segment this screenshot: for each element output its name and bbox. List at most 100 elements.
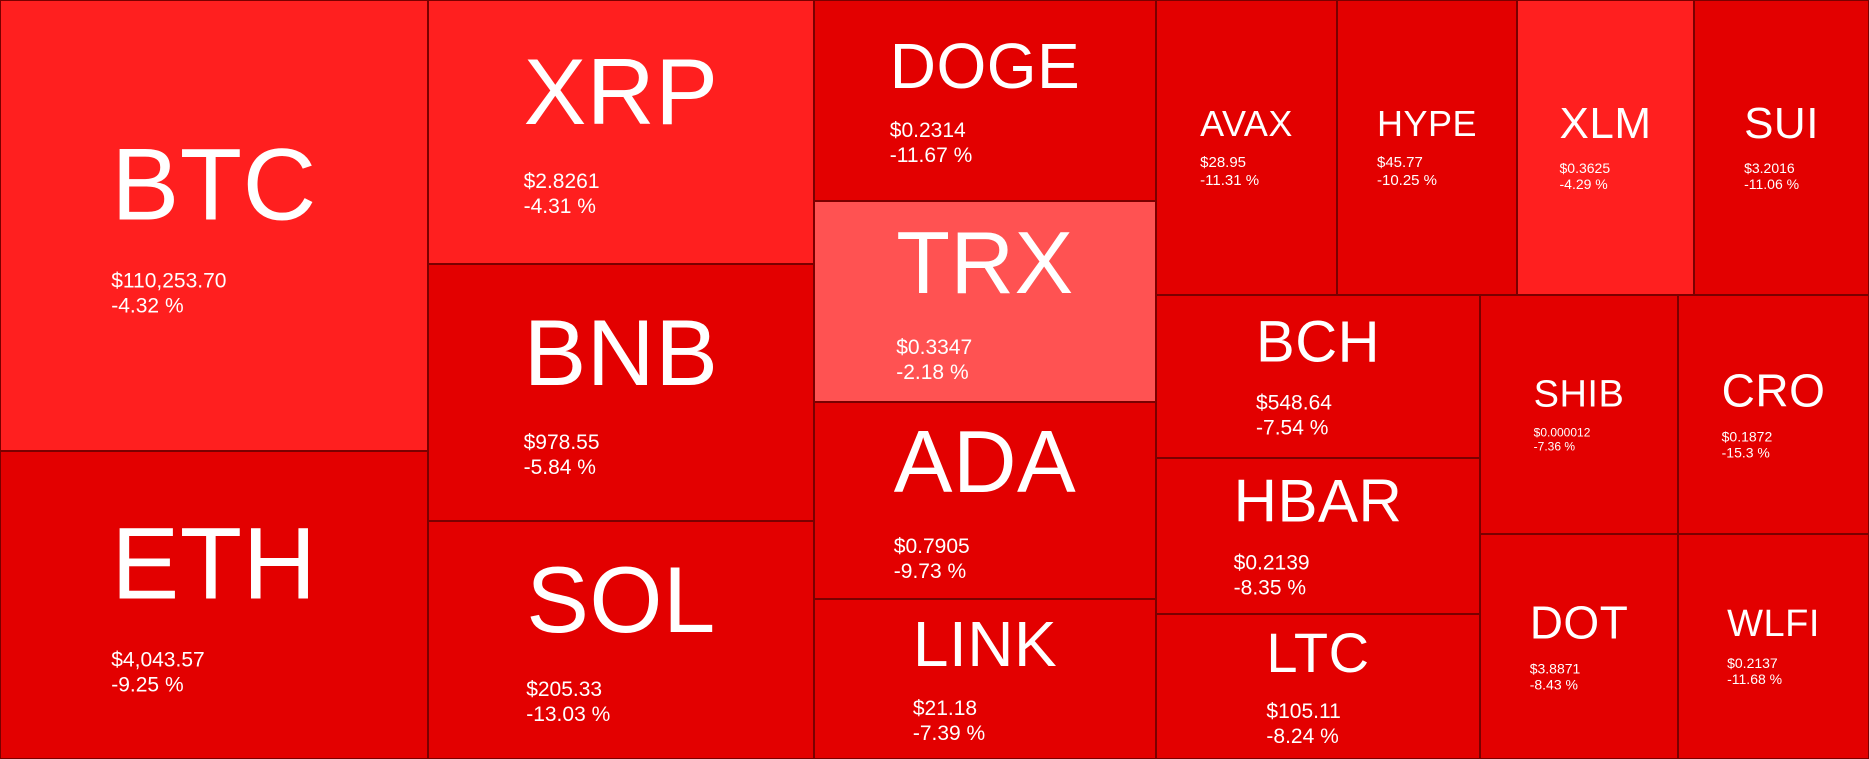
tile-change: -13.03 % <box>526 703 611 726</box>
tile-bnb[interactable]: BNB $978.55 -5.84 % <box>428 264 814 521</box>
tile-change: -4.31 % <box>523 195 596 218</box>
tile-symbol: DOGE <box>889 29 1081 102</box>
tile-avax[interactable]: AVAX $28.95 -11.31 % <box>1156 0 1337 295</box>
tile-symbol: WLFI <box>1727 602 1820 645</box>
tile-content: XLM $0.3625 -4.29 % <box>1559 98 1652 194</box>
tile-symbol: TRX <box>896 212 1074 312</box>
tile-price: $110,253.70 <box>111 268 227 292</box>
tile-shib[interactable]: SHIB $0.000012 -7.36 % <box>1480 295 1678 534</box>
tile-dot[interactable]: DOT $3.8871 -8.43 % <box>1480 534 1678 759</box>
tile-eth[interactable]: ETH $4,043.57 -9.25 % <box>0 451 428 759</box>
tile-change: -8.35 % <box>1233 576 1307 600</box>
tile-content: WLFI $0.2137 -11.68 % <box>1727 605 1820 689</box>
tile-cro[interactable]: CRO $0.1872 -15.3 % <box>1678 295 1869 534</box>
tile-change: -7.54 % <box>1256 416 1329 439</box>
tile-symbol: BCH <box>1256 308 1380 374</box>
tile-price: $0.3625 <box>1559 159 1611 176</box>
tile-change: -15.3 % <box>1721 445 1770 461</box>
tile-symbol: CRO <box>1721 364 1826 417</box>
tile-change: -9.73 % <box>893 559 967 583</box>
tile-symbol: XLM <box>1559 98 1652 148</box>
tile-change: -5.84 % <box>523 455 596 479</box>
tile-price: $45.77 <box>1376 153 1423 171</box>
tile-price: $28.95 <box>1200 153 1247 171</box>
tile-symbol: BNB <box>523 299 719 405</box>
tile-sol[interactable]: SOL $205.33 -13.03 % <box>428 521 814 759</box>
tile-price: $205.33 <box>526 677 603 701</box>
tile-content: BNB $978.55 -5.84 % <box>524 305 719 479</box>
tile-change: -11.06 % <box>1744 176 1800 193</box>
tile-price: $0.2139 <box>1233 551 1310 575</box>
tile-change: -11.31 % <box>1200 171 1260 189</box>
tile-content: SOL $205.33 -13.03 % <box>526 546 716 727</box>
tile-symbol: SUI <box>1744 98 1819 148</box>
tile-price: $0.3347 <box>896 335 973 359</box>
tile-xlm[interactable]: XLM $0.3625 -4.29 % <box>1517 0 1694 295</box>
tile-wlfi[interactable]: WLFI $0.2137 -11.68 % <box>1678 534 1869 759</box>
tile-ltc[interactable]: LTC $105.11 -8.24 % <box>1156 614 1480 759</box>
tile-link[interactable]: LINK $21.18 -7.39 % <box>814 599 1156 759</box>
tile-content: ADA $0.7905 -9.73 % <box>894 417 1076 583</box>
tile-content: SHIB $0.000012 -7.36 % <box>1534 375 1625 454</box>
tile-symbol: BTC <box>111 126 317 241</box>
tile-content: SUI $3.2016 -11.06 % <box>1744 98 1819 194</box>
tile-symbol: SHIB <box>1533 373 1625 416</box>
tile-content: HYPE $45.77 -10.25 % <box>1376 102 1478 190</box>
tile-symbol: AVAX <box>1200 102 1293 144</box>
tile-price: $3.2016 <box>1744 159 1795 176</box>
tile-content: TRX $0.3347 -2.18 % <box>896 218 1074 384</box>
tile-price: $0.2314 <box>889 118 966 142</box>
tile-change: -8.43 % <box>1529 677 1578 693</box>
tile-content: LTC $105.11 -8.24 % <box>1266 624 1369 748</box>
tile-doge[interactable]: DOGE $0.2314 -11.67 % <box>814 0 1156 201</box>
tile-change: -11.68 % <box>1727 671 1783 688</box>
tile-ada[interactable]: ADA $0.7905 -9.73 % <box>814 402 1156 599</box>
tile-bch[interactable]: BCH $548.64 -7.54 % <box>1156 295 1480 458</box>
tile-symbol: HYPE <box>1376 102 1478 144</box>
tile-change: -7.39 % <box>912 722 986 745</box>
tile-trx[interactable]: TRX $0.3347 -2.18 % <box>814 201 1156 402</box>
tile-content: LINK $21.18 -7.39 % <box>913 612 1057 746</box>
tile-symbol: XRP <box>523 38 719 144</box>
tile-change: -4.29 % <box>1559 176 1608 193</box>
tile-price: $21.18 <box>912 696 978 720</box>
tile-change: -4.32 % <box>111 294 184 317</box>
tile-content: ETH $4,043.57 -9.25 % <box>111 512 317 697</box>
tile-content: DOGE $0.2314 -11.67 % <box>890 33 1080 167</box>
tile-symbol: LINK <box>912 607 1058 680</box>
tile-symbol: ETH <box>111 506 317 621</box>
tile-price: $105.11 <box>1266 699 1341 723</box>
tile-xrp[interactable]: XRP $2.8261 -4.31 % <box>428 0 814 264</box>
tile-symbol: SOL <box>526 546 716 652</box>
tile-price: $548.64 <box>1256 390 1332 414</box>
tile-price: $4,043.57 <box>111 648 205 672</box>
tile-change: -10.25 % <box>1376 171 1438 189</box>
tile-content: CRO $0.1872 -15.3 % <box>1722 367 1826 462</box>
tile-change: -9.25 % <box>111 673 184 697</box>
tile-hype[interactable]: HYPE $45.77 -10.25 % <box>1337 0 1517 295</box>
tile-btc[interactable]: BTC $110,253.70 -4.32 % <box>0 0 428 451</box>
tile-price: $0.000012 <box>1533 425 1591 440</box>
tile-content: AVAX $28.95 -11.31 % <box>1200 102 1293 190</box>
tile-symbol: HBAR <box>1233 467 1403 535</box>
tile-price: $2.8261 <box>523 169 600 193</box>
tile-sui[interactable]: SUI $3.2016 -11.06 % <box>1694 0 1869 295</box>
tile-change: -7.36 % <box>1533 439 1576 454</box>
tile-symbol: ADA <box>893 411 1077 511</box>
tile-price: $0.7905 <box>893 534 970 558</box>
tile-change: -2.18 % <box>896 360 969 384</box>
tile-change: -8.24 % <box>1266 724 1339 748</box>
tile-price: $0.1872 <box>1721 428 1773 445</box>
tile-content: XRP $2.8261 -4.31 % <box>523 38 719 219</box>
tile-price: $978.55 <box>523 430 600 454</box>
tile-content: DOT $3.8871 -8.43 % <box>1530 599 1629 694</box>
tile-content: BTC $110,253.70 -4.32 % <box>111 133 317 318</box>
tile-content: BCH $548.64 -7.54 % <box>1256 308 1380 440</box>
tile-price: $3.8871 <box>1529 660 1581 677</box>
tile-symbol: LTC <box>1266 620 1370 684</box>
tile-symbol: DOT <box>1529 596 1629 649</box>
tile-change: -11.67 % <box>889 143 973 167</box>
tile-content: HBAR $0.2139 -8.35 % <box>1234 471 1403 600</box>
tile-hbar[interactable]: HBAR $0.2139 -8.35 % <box>1156 458 1480 614</box>
